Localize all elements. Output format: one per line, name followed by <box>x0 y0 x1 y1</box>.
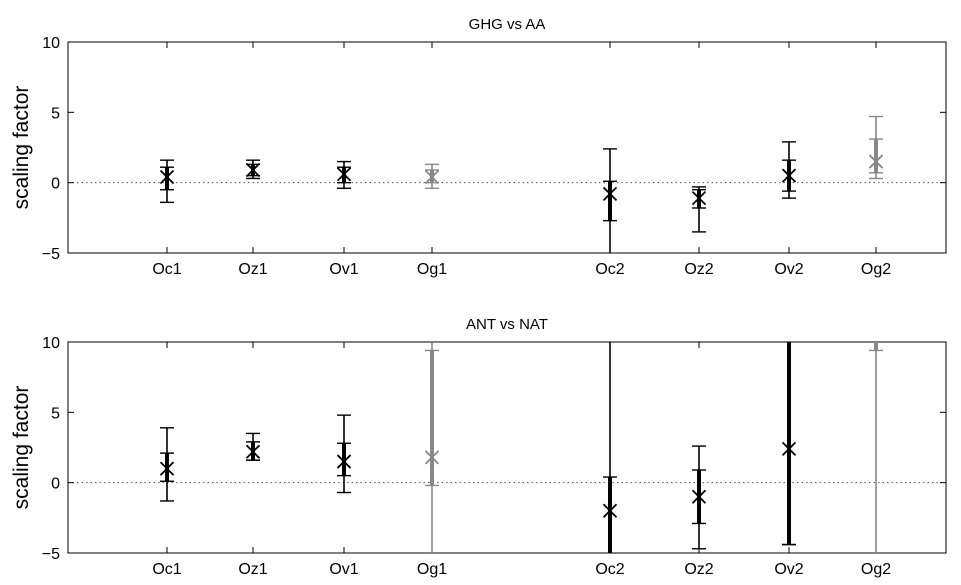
data-point-ov1 <box>336 160 352 189</box>
data-point-oc1 <box>159 427 175 502</box>
x-tick-label: Ov2 <box>774 261 803 278</box>
y-tick-label: 10 <box>42 335 60 352</box>
x-tick-label: Oc2 <box>595 261 624 278</box>
data-point-og1 <box>424 163 440 189</box>
best-estimate-marker <box>336 454 352 469</box>
best-estimate-marker <box>159 461 175 476</box>
best-estimate-marker <box>691 191 707 206</box>
x-tick-label: Og1 <box>417 561 447 578</box>
data-point-ov2 <box>781 342 797 546</box>
data-point-oc2 <box>602 342 618 553</box>
data-point-og2 <box>869 342 883 553</box>
x-tick-label: Oc1 <box>152 561 181 578</box>
best-estimate-marker <box>424 169 440 185</box>
y-tick-label: 5 <box>51 405 60 422</box>
y-axis-label: scaling factor <box>10 86 33 210</box>
y-tick-label: 0 <box>51 176 60 193</box>
chart-title: GHG vs AA <box>469 16 546 33</box>
data-point-og2 <box>868 115 884 180</box>
best-estimate-marker <box>602 186 618 202</box>
y-axis-label: scaling factor <box>10 386 33 510</box>
x-tick-label: Oc2 <box>595 561 624 578</box>
data-point-oc2 <box>602 148 618 253</box>
data-point-oz1 <box>245 159 261 180</box>
chart-panel-ant-vs-nat: ANT vs NAT scaling factor −5 0 5 10 Oc1 Oz1 Ov… <box>10 316 947 578</box>
best-estimate-marker <box>245 162 261 178</box>
axes-box <box>67 341 947 554</box>
x-tick-label: Oz2 <box>684 261 713 278</box>
data-point-oz1 <box>245 432 261 461</box>
y-tick-label: 0 <box>51 476 60 493</box>
x-tick-label: Oz1 <box>238 561 267 578</box>
y-tick-label: −5 <box>42 546 60 563</box>
x-tick-label: Ov1 <box>329 561 358 578</box>
chart-title: ANT vs NAT <box>466 316 548 333</box>
best-estimate-marker <box>781 441 797 457</box>
best-estimate-marker <box>781 168 797 183</box>
y-tick-label: −5 <box>42 246 60 263</box>
best-estimate-marker <box>424 450 440 465</box>
plot-area: −5 0 5 10 Oc1 Oz1 Ov1 Og1 Oc2 Oz2 Ov2 Og2 <box>42 35 947 278</box>
data-point-ov1 <box>336 414 352 494</box>
x-tick-label: Oz1 <box>238 261 267 278</box>
x-tick-label: Oc1 <box>152 261 181 278</box>
data-point-oz2 <box>691 445 707 550</box>
plot-area: −5 0 5 10 Oc1 Oz1 Ov1 Og1 Oc2 Oz2 Ov2 Og2 <box>42 335 947 578</box>
x-tick-label: Og1 <box>417 261 447 278</box>
x-tick-label: Ov2 <box>774 561 803 578</box>
best-estimate-marker <box>868 154 884 169</box>
best-estimate-marker <box>336 167 352 182</box>
data-point-oz2 <box>691 186 707 233</box>
data-point-oc1 <box>159 159 175 204</box>
chart-panel-ghg-vs-aa: GHG vs AA scaling factor −5 0 5 10 Oc1 Oz1 Ov1… <box>10 16 947 278</box>
x-tick-label: Ov1 <box>329 261 358 278</box>
best-estimate-marker <box>691 489 707 504</box>
x-tick-label: Og2 <box>861 561 891 578</box>
best-estimate-marker <box>602 503 618 518</box>
y-tick-label: 5 <box>51 105 60 122</box>
y-tick-label: 10 <box>42 35 60 52</box>
axes-box <box>67 41 947 254</box>
best-estimate-marker <box>245 444 261 459</box>
data-point-og1 <box>424 342 440 553</box>
x-tick-label: Oz2 <box>684 561 713 578</box>
best-estimate-marker <box>159 169 175 185</box>
data-point-ov2 <box>781 141 797 199</box>
x-tick-label: Og2 <box>861 261 891 278</box>
